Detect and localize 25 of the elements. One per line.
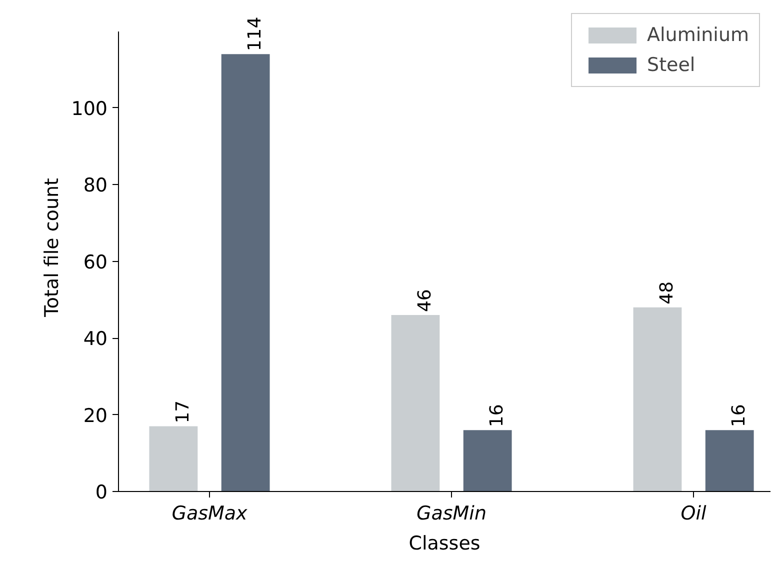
bar	[391, 315, 440, 492]
bar	[149, 426, 198, 492]
x-tick-label: GasMin	[416, 502, 487, 524]
legend-label: Steel	[647, 54, 696, 76]
y-axis-title: Total file count	[41, 178, 64, 318]
data-label: 114	[244, 16, 266, 52]
y-tick-label: 60	[83, 251, 108, 274]
y-tick-label: 0	[95, 482, 108, 504]
legend-label: Aluminium	[647, 24, 749, 46]
data-label: 16	[728, 404, 750, 428]
data-label: 16	[486, 404, 508, 428]
y-tick-label: 100	[71, 98, 108, 120]
data-label: 17	[172, 400, 194, 424]
bar	[221, 54, 270, 492]
y-tick-label: 80	[83, 174, 108, 197]
x-tick-label: Oil	[680, 502, 708, 524]
bar	[463, 430, 512, 492]
x-tick-label: GasMax	[172, 502, 248, 524]
data-label: 46	[414, 289, 436, 312]
x-axis-title: Classes	[408, 532, 480, 554]
bar	[705, 430, 754, 492]
y-tick-label: 40	[83, 328, 108, 350]
data-label: 48	[656, 281, 678, 304]
y-tick-label: 20	[83, 404, 108, 427]
bar	[633, 307, 682, 492]
